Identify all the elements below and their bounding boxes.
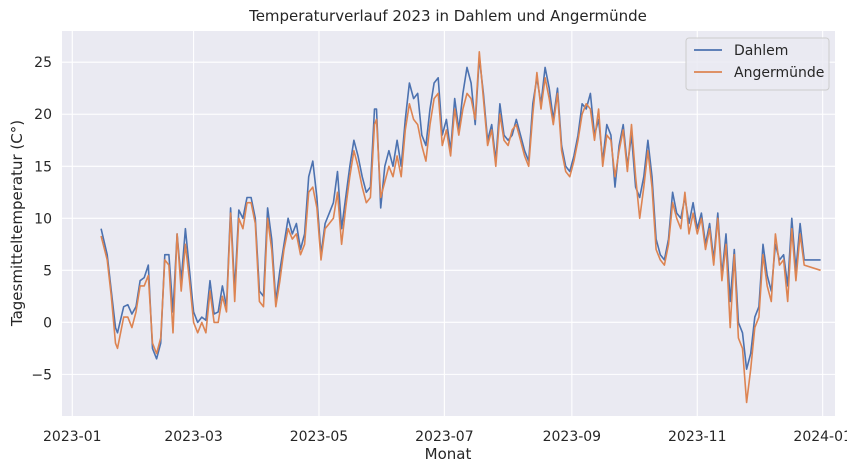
series-line-dahlem <box>100 56 821 370</box>
legend-label: Dahlem <box>734 43 788 59</box>
legend-frame <box>685 37 830 91</box>
y-tick-label: 20 <box>34 107 52 123</box>
x-tick-label: 2023-09 <box>543 429 602 445</box>
legend: Dahlem Angermünde <box>685 37 830 91</box>
chart-title: Temperaturverlauf 2023 in Dahlem und Ang… <box>248 7 647 25</box>
x-tick-label: 2023-03 <box>164 429 223 445</box>
y-axis-title: Tagesmitteltemperatur (C°) <box>8 120 26 327</box>
x-tick-label: 2024-01 <box>793 429 847 445</box>
plot-area <box>62 31 835 416</box>
x-tick-label: 2023-07 <box>415 429 474 445</box>
legend-label: Angermünde <box>734 65 824 81</box>
y-tick-label: 25 <box>34 55 52 71</box>
y-tick-label: 5 <box>43 263 52 279</box>
y-tick-label: −5 <box>31 367 52 383</box>
x-tick-label: 2023-11 <box>668 429 727 445</box>
x-tick-label: 2023-01 <box>43 429 102 445</box>
x-axis-title: Monat <box>425 445 472 463</box>
y-tick-label: 15 <box>34 159 52 175</box>
series-line-angerm-nde <box>100 51 821 404</box>
x-tick-label: 2023-05 <box>290 429 349 445</box>
y-tick-label: 0 <box>43 315 52 331</box>
y-tick-label: 10 <box>34 211 52 227</box>
